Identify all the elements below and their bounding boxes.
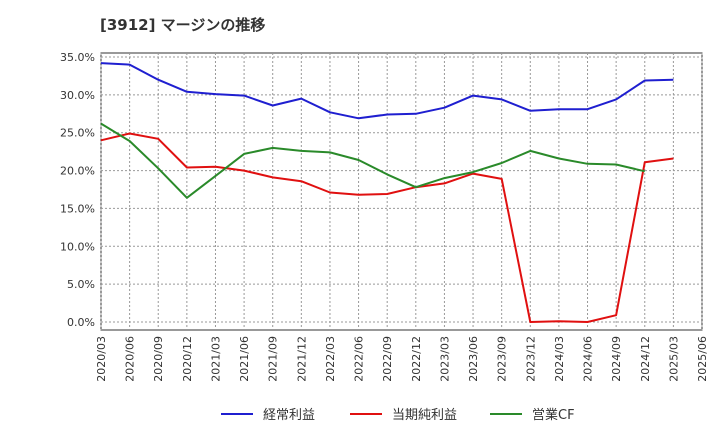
y-tick-label: 10.0% <box>60 240 95 253</box>
x-tick-label: 2024/06 <box>582 336 595 382</box>
series-line-0 <box>100 62 674 120</box>
legend-label-2: 営業CF <box>532 407 575 423</box>
chart-title: [3912] マージンの推移 <box>100 16 266 34</box>
x-tick-label: 2021/06 <box>238 336 251 382</box>
y-tick-label: 5.0% <box>67 278 95 291</box>
x-tick-label: 2025/06 <box>696 336 709 382</box>
x-tick-label: 2021/09 <box>267 336 280 382</box>
legend-label-1: 当期純利益 <box>392 408 457 423</box>
x-tick-label: 2022/03 <box>324 336 337 382</box>
x-tick-label: 2020/03 <box>95 336 108 382</box>
x-tick-label: 2022/09 <box>381 336 394 382</box>
x-tick-label: 2021/12 <box>295 336 308 382</box>
x-tick-label: 2020/12 <box>181 336 194 382</box>
y-tick-label: 30.0% <box>60 89 95 102</box>
x-tick-label: 2022/12 <box>410 336 423 382</box>
x-tick-label: 2025/03 <box>667 336 680 382</box>
x-tick-label: 2024/09 <box>610 336 623 382</box>
x-tick-label: 2020/09 <box>152 336 165 382</box>
x-tick-label: 2023/03 <box>438 336 451 382</box>
x-tick-label: 2023/06 <box>467 336 480 382</box>
y-tick-label: 0.0% <box>67 316 95 329</box>
x-tick-label: 2022/06 <box>353 336 366 382</box>
y-tick-label: 35.0% <box>60 51 95 64</box>
x-tick-label: 2024/03 <box>553 336 566 382</box>
series-line-1 <box>100 132 674 323</box>
legend: 経常利益 当期純利益 営業CF <box>221 407 575 423</box>
y-tick-label: 25.0% <box>60 127 95 140</box>
legend-label-0: 経常利益 <box>263 408 315 423</box>
series-layer <box>100 62 674 323</box>
x-tick-label: 2023/09 <box>496 336 509 382</box>
x-tick-label: 2020/06 <box>124 336 137 382</box>
y-tick-label: 15.0% <box>60 202 95 215</box>
x-tick-label: 2024/12 <box>639 336 652 382</box>
x-tick-label: 2023/12 <box>524 336 537 382</box>
x-tick-label: 2021/03 <box>209 336 222 382</box>
axis-layer: 0.0% 5.0% 10.0% 15.0% 20.0% 25.0% 30.0% 35.0% 20… <box>60 51 709 382</box>
series-line-2 <box>100 122 646 199</box>
y-tick-label: 20.0% <box>60 165 95 178</box>
